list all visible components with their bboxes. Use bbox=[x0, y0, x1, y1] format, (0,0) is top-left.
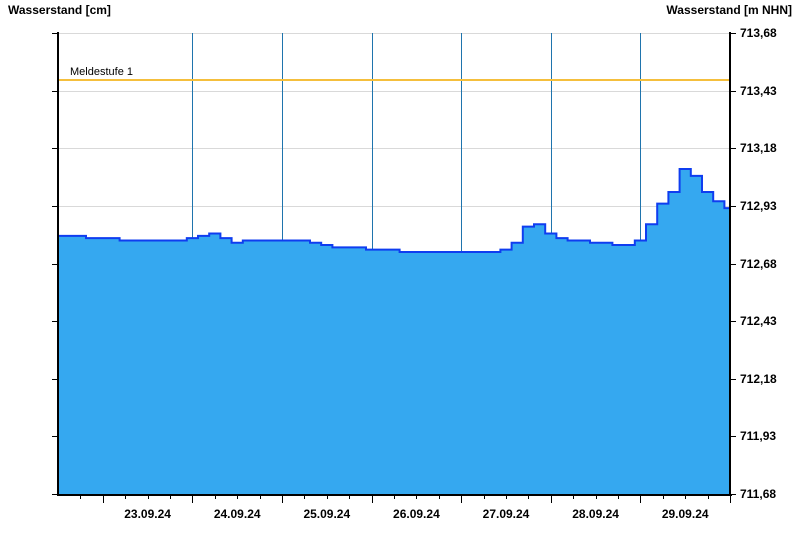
y-tick-mark-left bbox=[52, 33, 58, 34]
x-tick-label: 28.09.24 bbox=[572, 507, 619, 521]
gridline bbox=[58, 148, 730, 150]
gridline bbox=[58, 90, 730, 92]
y-tick-mark-right bbox=[730, 263, 736, 265]
x-tick-minor bbox=[326, 494, 328, 499]
x-tick-major bbox=[192, 494, 194, 503]
y-tick-mark-left bbox=[52, 321, 58, 323]
x-tick-minor bbox=[147, 494, 149, 499]
x-tick-minor bbox=[707, 494, 709, 499]
x-tick-minor bbox=[80, 494, 82, 499]
x-tick-major bbox=[640, 494, 642, 503]
y-tick-label-right: 711,93 bbox=[740, 429, 777, 444]
y-tick-label-right: 713,43 bbox=[740, 83, 777, 98]
meldestufe-1-label: Meldestufe 1 bbox=[70, 66, 133, 79]
y-tick-mark-left bbox=[52, 263, 58, 265]
x-tick-minor bbox=[618, 494, 619, 499]
y-tick-mark-right bbox=[730, 33, 736, 34]
y-tick-label-right: 712,68 bbox=[740, 256, 777, 271]
left-axis-title: Wasserstand [cm] bbox=[8, 3, 111, 17]
y-tick-label-right: 711,68 bbox=[740, 487, 777, 501]
water-level-line bbox=[58, 169, 730, 252]
x-tick-minor bbox=[259, 494, 261, 499]
x-tick-minor bbox=[349, 494, 351, 499]
x-tick-label: 23.09.24 bbox=[124, 507, 171, 521]
x-tick-minor bbox=[304, 494, 306, 499]
x-tick-major bbox=[282, 494, 283, 503]
x-tick-label: 27.09.24 bbox=[482, 507, 530, 521]
x-tick-major bbox=[730, 494, 731, 503]
y-tick-label-right: 712,93 bbox=[740, 198, 777, 213]
x-tick-major bbox=[102, 494, 104, 503]
y-tick-mark-left bbox=[52, 378, 58, 380]
x-tick-minor bbox=[394, 494, 395, 499]
x-tick-label: 26.09.24 bbox=[393, 507, 440, 521]
y-tick-mark-right bbox=[730, 321, 736, 323]
plot-area: Meldestufe 1 0711,6825711,9350712,187571… bbox=[52, 26, 777, 521]
gridline bbox=[58, 205, 730, 207]
x-tick-label: 24.09.24 bbox=[213, 507, 261, 521]
y-tick-label-right: 712,43 bbox=[740, 314, 777, 329]
x-tick-major bbox=[371, 494, 373, 503]
y-tick-mark-left bbox=[52, 436, 58, 438]
x-tick-minor bbox=[170, 494, 171, 499]
x-tick-label: 29.09.24 bbox=[661, 507, 709, 521]
y-tick-label-right: 713,18 bbox=[740, 141, 777, 156]
x-tick-minor bbox=[483, 494, 485, 499]
meldestufe-1-line bbox=[58, 79, 730, 81]
right-axis-title: Wasserstand [m NHN] bbox=[666, 3, 792, 17]
y-tick-mark-right bbox=[730, 494, 736, 495]
x-tick-minor bbox=[214, 494, 216, 499]
y-tick-mark-left bbox=[52, 148, 58, 150]
water-level-area bbox=[58, 169, 730, 494]
y-tick-mark-left bbox=[52, 90, 58, 92]
water-level-series bbox=[58, 33, 730, 494]
x-tick-major bbox=[461, 494, 463, 503]
y-tick-mark-right bbox=[730, 205, 736, 207]
x-tick-minor bbox=[573, 494, 575, 499]
x-tick-minor bbox=[662, 494, 664, 499]
x-tick-minor bbox=[506, 494, 507, 499]
y-tick-mark-left bbox=[52, 205, 58, 207]
y-tick-label-right: 713,68 bbox=[740, 26, 777, 40]
x-tick-minor bbox=[595, 494, 597, 499]
y-tick-mark-right bbox=[730, 436, 736, 438]
x-tick-minor bbox=[438, 494, 440, 499]
x-tick-minor bbox=[528, 494, 530, 499]
x-tick-minor bbox=[237, 494, 239, 499]
y-tick-mark-left bbox=[52, 494, 58, 495]
y-tick-mark-right bbox=[730, 378, 736, 380]
y-tick-mark-right bbox=[730, 148, 736, 150]
x-tick-label: 25.09.24 bbox=[303, 507, 351, 521]
x-tick-minor bbox=[416, 494, 418, 499]
y-tick-mark-right bbox=[730, 90, 736, 92]
x-tick-minor bbox=[685, 494, 687, 499]
x-tick-minor bbox=[125, 494, 127, 499]
x-tick-major bbox=[550, 494, 552, 503]
gridline bbox=[58, 33, 730, 34]
left-axis-line bbox=[57, 32, 59, 495]
y-tick-label-right: 712,18 bbox=[740, 371, 777, 386]
